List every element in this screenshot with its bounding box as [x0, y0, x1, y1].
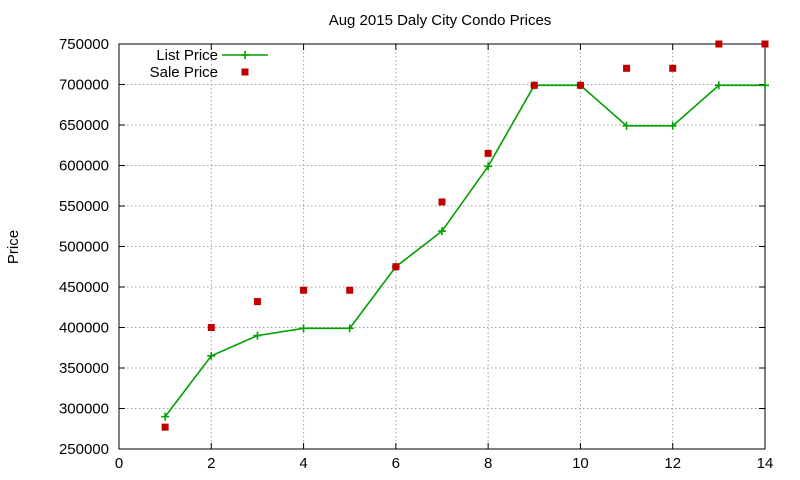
sale-price-point	[253, 298, 261, 306]
legend-entry: Sale Price	[150, 64, 249, 81]
list-price-point	[622, 121, 631, 130]
x-tick-label: 6	[392, 455, 400, 472]
legend-square-swatch	[241, 68, 249, 76]
legend-entry: List Price	[156, 47, 268, 64]
sale-price-point	[623, 64, 631, 72]
axes: 0 2 4 6 8 10 12 14 250000 300000 350000 400000 45000…	[59, 36, 773, 472]
list-price-point	[299, 324, 308, 333]
series-list-price	[161, 81, 769, 421]
y-tick-label: 500000	[59, 239, 109, 256]
grid	[119, 44, 765, 449]
list-price-point	[761, 81, 769, 90]
series	[161, 40, 769, 431]
y-tick-label: 400000	[59, 320, 109, 337]
sale-price-point	[576, 81, 584, 89]
list-price-point	[207, 351, 216, 360]
list-price-point	[345, 324, 354, 333]
x-tick-label: 0	[115, 455, 123, 472]
x-tick-label: 12	[664, 455, 681, 472]
series-sale-price	[161, 40, 769, 431]
list-price-line	[164, 84, 765, 418]
sale-price-point	[207, 324, 215, 331]
legend-label: Sale Price	[150, 64, 218, 81]
list-price-point	[668, 121, 677, 130]
y-tick-label: 600000	[59, 158, 109, 175]
y-tick-label: 450000	[59, 279, 109, 296]
sale-price-point	[300, 286, 308, 294]
y-tick-label: 550000	[59, 198, 109, 215]
y-tick-label: 350000	[59, 360, 109, 377]
x-tick-label: 14	[757, 455, 774, 472]
y-tick-label: 650000	[59, 117, 109, 134]
list-price-point	[253, 331, 262, 340]
list-price-point	[714, 81, 723, 90]
x-tick-label: 2	[207, 455, 215, 472]
x-tick-label: 4	[299, 455, 307, 472]
y-tick-label: 300000	[59, 401, 109, 418]
list-price-point	[161, 412, 170, 421]
list-price-point	[438, 227, 446, 236]
legend-label: List Price	[156, 47, 218, 64]
sale-price-point	[669, 64, 677, 72]
y-tick-label: 750000	[59, 36, 109, 53]
sale-price-point	[715, 40, 723, 48]
sale-price-point	[346, 286, 354, 294]
x-tick-label: 10	[572, 455, 589, 472]
x-tick-label: 8	[484, 455, 492, 472]
y-tick-label: 250000	[59, 441, 109, 458]
y-tick-label: 700000	[59, 77, 109, 94]
sale-price-point	[392, 263, 400, 271]
sale-price-point	[484, 149, 492, 157]
chart-title: Aug 2015 Daly City Condo Prices	[329, 12, 552, 29]
list-price-point	[484, 162, 493, 171]
sale-price-point	[530, 81, 538, 89]
y-axis-label: Price	[5, 230, 22, 264]
sale-price-point	[161, 423, 169, 431]
legend-plus-swatch	[241, 51, 249, 59]
sale-price-point	[761, 40, 769, 48]
sale-price-point	[438, 198, 446, 206]
